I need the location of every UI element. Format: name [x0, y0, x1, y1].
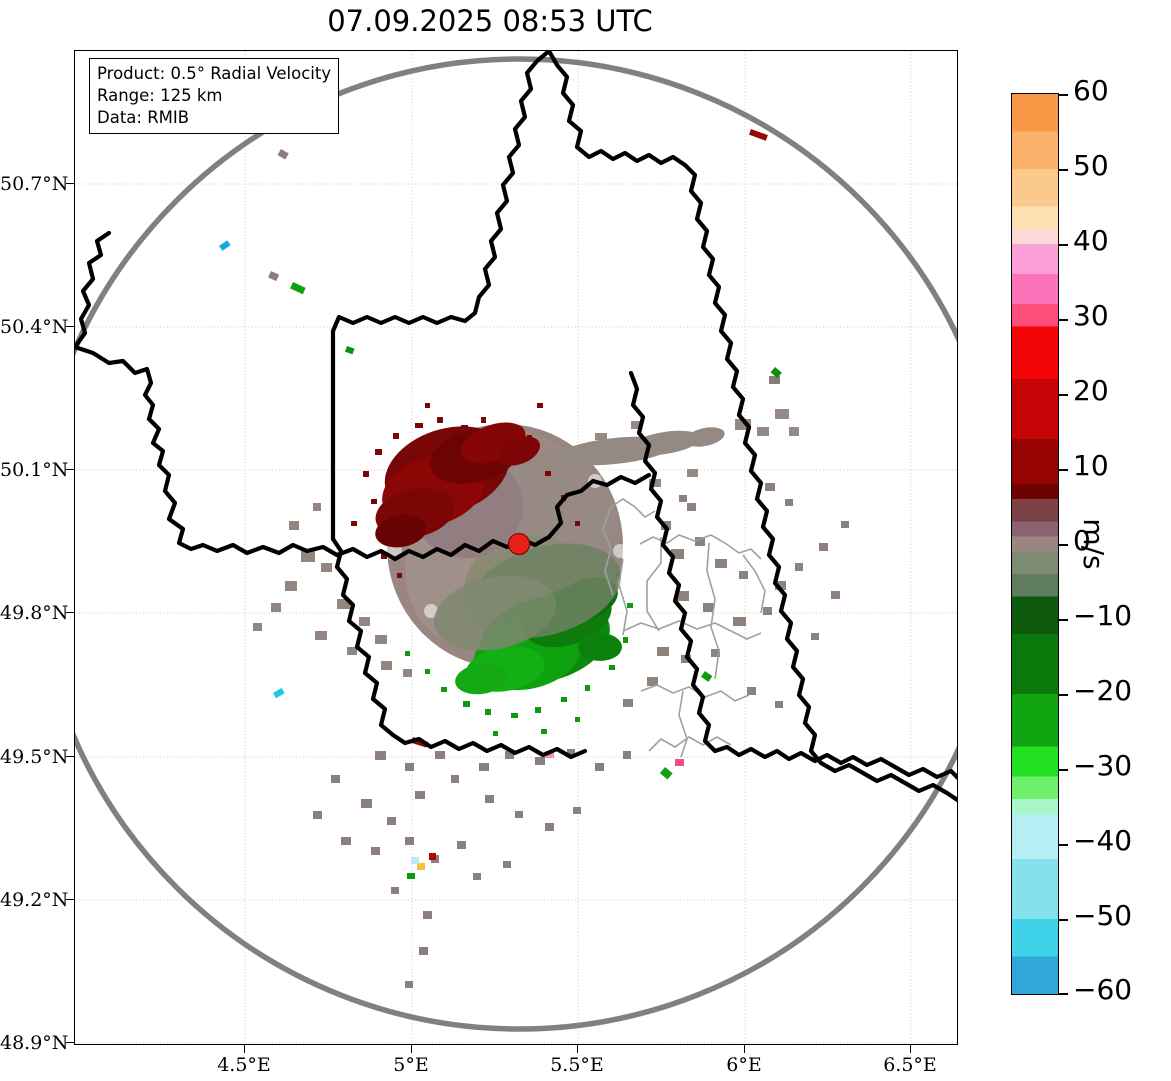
y-tick-label: 50.4°N	[0, 316, 69, 338]
colorbar-label: 50	[1073, 149, 1109, 182]
x-tick-label: 6°E	[726, 1054, 762, 1076]
y-tick-label: 49.5°N	[0, 746, 69, 768]
colorbar-tick	[1059, 919, 1068, 921]
x-tick-label: 5.5°E	[550, 1054, 604, 1076]
range-ring-125km	[75, 56, 957, 1032]
colorbar-label: −20	[1073, 674, 1133, 707]
radar-map-plot[interactable]: Product: 0.5° Radial Velocity Range: 125…	[74, 50, 958, 1045]
colorbar-unit-label: m/s	[1077, 518, 1111, 570]
colorbar-label: 20	[1073, 374, 1109, 407]
map-canvas	[75, 51, 957, 1044]
product-info-box: Product: 0.5° Radial Velocity Range: 125…	[89, 58, 340, 135]
map-svg	[75, 51, 957, 1044]
colorbar-gradient	[1011, 93, 1059, 995]
x-tick-mark	[411, 1045, 413, 1053]
colorbar-label: −40	[1073, 824, 1133, 857]
info-range: Range: 125 km	[97, 85, 223, 105]
y-tick-mark	[66, 756, 74, 758]
x-tick-label: 5°E	[393, 1054, 429, 1076]
colorbar-label: −50	[1073, 899, 1133, 932]
colorbar-tick	[1059, 169, 1068, 171]
colorbar-tick	[1059, 469, 1068, 471]
colorbar-tick	[1059, 244, 1068, 246]
colorbar-label: −30	[1073, 749, 1133, 782]
echo-positive-outbound	[375, 422, 540, 548]
colorbar-label: −10	[1073, 599, 1133, 632]
radar-echo-layer	[219, 128, 849, 988]
y-tick-label: 49.2°N	[0, 889, 69, 911]
colorbar-tick	[1059, 769, 1068, 771]
internal-borders	[602, 498, 766, 758]
colorbar-label: −60	[1073, 973, 1133, 1006]
y-tick-label: 50.1°N	[0, 459, 69, 481]
colorbar-tick	[1059, 394, 1068, 396]
x-tick-mark	[910, 1045, 912, 1053]
y-tick-mark	[66, 469, 74, 471]
x-tick-mark	[744, 1045, 746, 1053]
colorbar-tick	[1059, 319, 1068, 321]
colorbar-label: 30	[1073, 299, 1109, 332]
colorbar-tick	[1059, 619, 1068, 621]
colorbar-label: 10	[1073, 449, 1109, 482]
colorbar-tick	[1059, 544, 1068, 546]
echo-south-clutter	[313, 749, 631, 988]
colorbar-tick	[1059, 993, 1068, 995]
y-tick-mark	[66, 183, 74, 185]
x-tick-mark	[244, 1045, 246, 1053]
colorbar-tick	[1059, 844, 1068, 846]
y-tick-mark	[66, 1042, 74, 1044]
echo-west-clutter	[253, 503, 412, 677]
echo-transition-band	[433, 543, 621, 651]
colorbar-label: 60	[1073, 74, 1109, 107]
colorbar-label: 40	[1073, 224, 1109, 257]
y-tick-mark	[66, 899, 74, 901]
y-tick-label: 49.8°N	[0, 602, 69, 624]
x-tick-label: 4.5°E	[217, 1054, 271, 1076]
info-data: Data: RMIB	[97, 107, 190, 127]
x-tick-mark	[577, 1045, 579, 1053]
y-tick-mark	[66, 612, 74, 614]
y-tick-label: 50.7°N	[0, 173, 69, 195]
y-tick-label: 48.9°N	[0, 1032, 69, 1054]
x-tick-label: 6.5°E	[883, 1054, 937, 1076]
info-product: Product: 0.5° Radial Velocity	[97, 64, 332, 83]
page-title: 07.09.2025 08:53 UTC	[327, 4, 653, 38]
velocity-colorbar[interactable]: 60 50 40 30 20 10 0 −10 −20 −30 −40 −50 …	[1011, 77, 1132, 1004]
colorbar-tick	[1059, 694, 1068, 696]
colorbar-label: 0	[1073, 524, 1091, 557]
y-tick-mark	[66, 326, 74, 328]
country-borders	[75, 51, 957, 803]
colorbar-tick	[1059, 94, 1068, 96]
radar-site-marker	[507, 532, 531, 556]
